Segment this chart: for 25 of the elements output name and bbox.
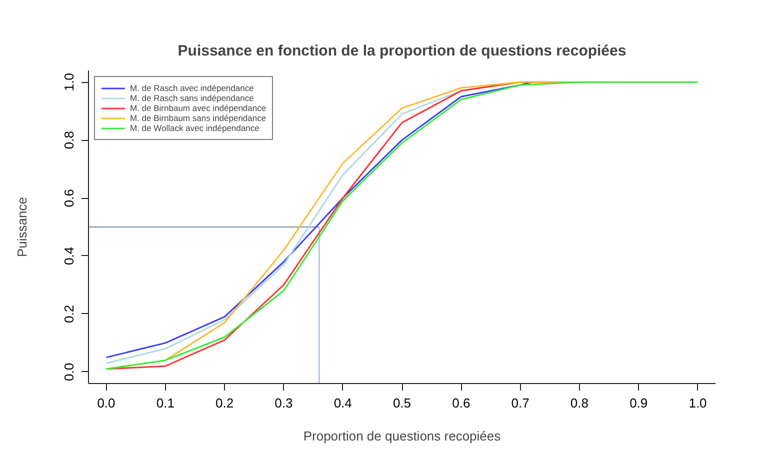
y-tick-label: 0.2 (62, 304, 76, 323)
y-tick-label: 0.8 (62, 131, 76, 150)
x-tick-label: 0.9 (630, 396, 648, 410)
y-tick-label: 0.4 (62, 246, 76, 266)
legend-label: M. de Birnbaum sans indépendance (130, 113, 266, 123)
x-axis-title: Proportion de questions recopiées (303, 428, 502, 444)
x-tick-label: 0.0 (97, 396, 116, 410)
x-tick-label: 0.1 (156, 396, 174, 410)
x-tick-label: 0.8 (570, 396, 588, 410)
x-tick-label: 0.4 (334, 396, 352, 410)
x-tick-label: 1.0 (688, 396, 707, 410)
chart-title: Puissance en fonction de la proportion de questions recopiées (178, 42, 626, 60)
x-tick-label: 0.6 (452, 396, 470, 410)
legend-label: M. de Rasch avec indépendance (130, 83, 254, 93)
x-tick-label: 0.7 (511, 396, 530, 410)
y-tick-label: 1.0 (62, 73, 76, 92)
y-axis-title: Puissance (14, 197, 30, 257)
legend-label: M. de Wollack avec indépendance (130, 123, 260, 133)
y-tick-label: 0.6 (62, 188, 76, 208)
x-tick-label: 0.2 (216, 396, 234, 410)
y-tick-label: 0.0 (62, 362, 76, 381)
x-tick-label: 0.5 (392, 396, 412, 410)
legend-label: M. de Rasch sans indépendance (130, 93, 254, 103)
x-tick-label: 0.3 (274, 396, 293, 410)
legend-label: M. de Birnbaum avec indépendance (130, 103, 266, 113)
